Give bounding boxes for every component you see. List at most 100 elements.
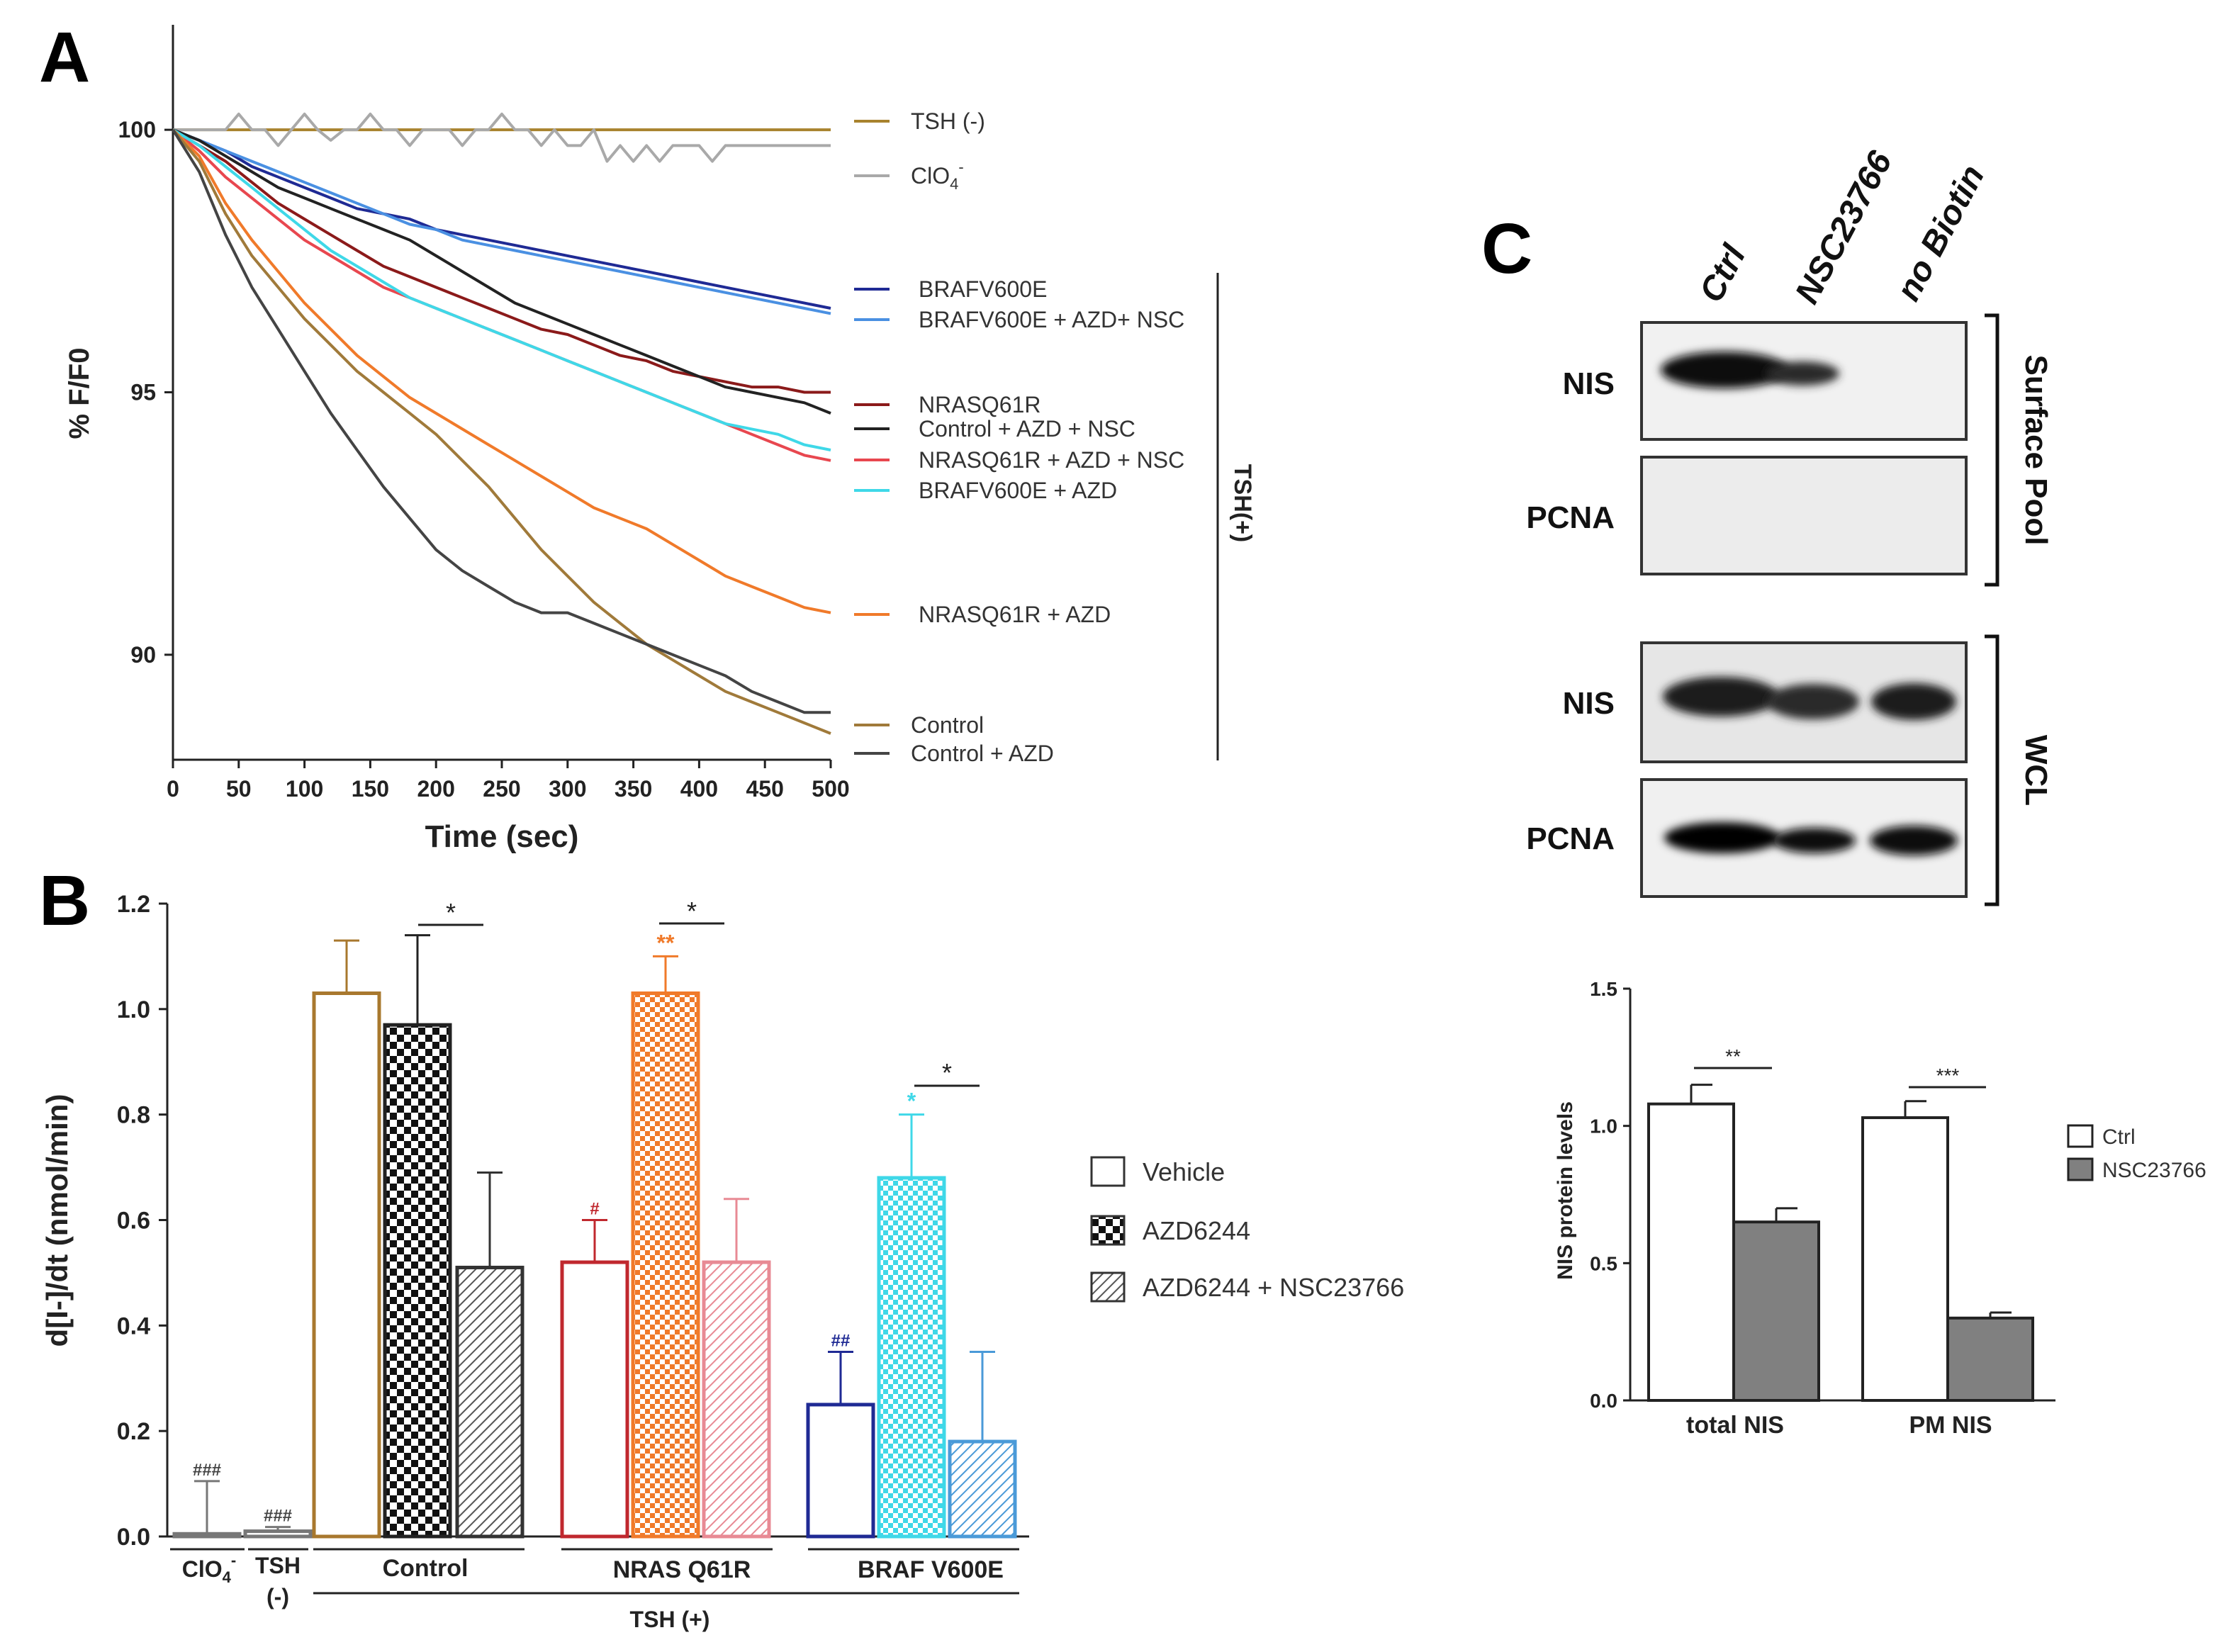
c-bar-1-0: [1861, 1116, 1949, 1402]
a-series-line-1: [173, 112, 831, 163]
b-sig-star-braf: *: [942, 1058, 952, 1087]
panel-c-western-blot: Ctrl NSC23766 no Biotin NIS PCNA NIS PCN…: [1526, 145, 2053, 906]
blot-row-label-nis-1: NIS: [1563, 366, 1615, 401]
b-y-tick-label: 0.6: [117, 1208, 150, 1235]
c-bar-0-0: [1647, 1102, 1735, 1403]
blot-box-surface-pcna: [1640, 456, 1968, 575]
a-x-tick-label: 250: [483, 776, 520, 802]
b-annotation-6: **: [657, 930, 675, 955]
a-series-line-4: [172, 128, 831, 394]
a-x-tick-label: 400: [680, 776, 718, 802]
panel-label-c: C: [1481, 209, 1532, 288]
c-y-axis-label: NIS protein levels: [1554, 1101, 1577, 1280]
a-legend-label-8: NRASQ61R + AZD: [919, 602, 1111, 627]
panel-a-line-chart: 0 50 100 150 200 250 300 350 400 450 500 90 95 100 TS…: [64, 25, 1256, 854]
panel-c-bar-chart: 0.0 0.5 1.0 1.5 NIS protein levels total NI…: [1554, 978, 2206, 1439]
b-label-nras: NRAS Q61R: [613, 1556, 751, 1583]
b-legend-label-azd-nsc: AZD6244 + NSC23766: [1143, 1273, 1404, 1302]
panel-label-a: A: [39, 18, 90, 97]
a-x-tick-label: 100: [286, 776, 323, 802]
c-y-tick-label: 0.0: [1590, 1390, 1617, 1412]
panel-b-bar-chart: 0.00.20.40.60.81.01.2 #######**##* d[I-]…: [40, 891, 1404, 1632]
c-y-tick-label: 0.5: [1590, 1252, 1617, 1274]
b-annotation-0: ###: [193, 1461, 221, 1480]
a-series-line-2: [172, 128, 831, 310]
b-y-tick-label: 0.2: [117, 1418, 150, 1445]
b-bar-3: [383, 1023, 452, 1539]
b-bar-1: [243, 1529, 313, 1539]
blot-band-wcl-nis-nsc: [1767, 684, 1859, 719]
c-legend-label-ctrl: Ctrl: [2102, 1125, 2136, 1149]
blot-row-label-nis-2: NIS: [1563, 686, 1615, 721]
c-bar-1-1: [1946, 1316, 2034, 1403]
blot-lane-ctrl: Ctrl: [1693, 238, 1754, 308]
b-label-tsh-pos: TSH (+): [630, 1607, 710, 1632]
b-bar-4: [455, 1265, 525, 1539]
b-label-clo4: ClO4-: [182, 1551, 236, 1586]
blot-lane-nsc: NSC23766: [1788, 145, 1900, 310]
b-y-tick-label: 1.0: [117, 996, 150, 1023]
b-legend-label-azd: AZD6244: [1143, 1216, 1250, 1245]
blot-band-wcl-nis-ctrl: [1663, 677, 1779, 717]
b-sig-star-nras: *: [687, 897, 697, 926]
a-legend-label-2: BRAFV600E: [919, 276, 1047, 302]
b-y-tick-label: 0.0: [117, 1524, 150, 1551]
b-annotation-1: ###: [264, 1507, 292, 1526]
c-legend-swatch-nsc: [2067, 1157, 2094, 1181]
c-cat-label-total: total NIS: [1686, 1412, 1784, 1439]
blot-bracket-wcl: [1985, 634, 1999, 906]
b-legend-label-vehicle: Vehicle: [1143, 1157, 1225, 1186]
blot-lane-nobiotin: no Biotin: [1890, 159, 1992, 307]
a-x-tick-label: 450: [746, 776, 784, 802]
a-x-tick-label: 200: [417, 776, 455, 802]
a-legend-label-10: Control + AZD: [911, 741, 1054, 766]
b-annotation-5: #: [590, 1200, 599, 1219]
a-series-line-10: [172, 129, 831, 714]
a-series-line-5: [172, 128, 831, 415]
blot-band-surface-nis-nsc: [1766, 361, 1839, 386]
a-legend-label-9: Control: [911, 712, 984, 738]
blot-row-label-pcna-1: PCNA: [1526, 500, 1615, 535]
blot-band-surface-nis-ctrl: [1661, 352, 1788, 388]
blot-row-label-pcna-2: PCNA: [1526, 821, 1615, 856]
a-x-tick-label: 50: [226, 776, 252, 802]
blot-group-label-surface: Surface Pool: [2019, 355, 2053, 546]
a-series-line-9: [172, 128, 831, 735]
blot-group-label-wcl: WCL: [2019, 735, 2053, 806]
b-legend-swatch-azd-nsc: [1090, 1271, 1126, 1303]
b-bar-9: [877, 1176, 946, 1539]
blot-band-wcl-pcna-ctrl: [1664, 822, 1780, 853]
a-x-tick-label: 300: [549, 776, 586, 802]
a-legend-label-1: ClO4-: [911, 158, 964, 193]
blot-band-wcl-pcna-nobiotin: [1870, 826, 1958, 855]
a-x-tick-label: 150: [352, 776, 389, 802]
c-sig-label-total: **: [1725, 1045, 1741, 1067]
a-x-tick-label: 350: [615, 776, 652, 802]
a-legend-label-7: BRAFV600E + AZD: [919, 478, 1117, 503]
c-cat-label-pm: PM NIS: [1909, 1412, 1992, 1439]
a-series-line-3: [172, 128, 831, 315]
b-annotation-8: ##: [831, 1332, 851, 1351]
b-label-tsh-neg-1: TSH: [255, 1553, 301, 1578]
c-y-tick-label: 1.0: [1590, 1116, 1617, 1137]
b-legend-swatch-azd: [1090, 1215, 1126, 1246]
b-bar-10: [948, 1439, 1017, 1539]
b-label-braf: BRAF V600E: [858, 1556, 1004, 1583]
c-legend-label-nsc: NSC23766: [2102, 1159, 2206, 1182]
a-series-line-8: [172, 128, 831, 614]
panel-label-b: B: [39, 861, 90, 940]
a-legend-label-6: NRASQ61R + AZD + NSC: [919, 447, 1184, 473]
b-bar-6: [631, 991, 700, 1539]
a-legend-label-3: BRAFV600E + AZD+ NSC: [919, 307, 1184, 332]
b-y-tick-label: 1.2: [117, 891, 150, 918]
a-y-tick-label: 90: [130, 642, 156, 668]
b-bar-7: [702, 1260, 771, 1539]
b-bar-5: [560, 1260, 629, 1539]
b-annotation-9: *: [907, 1089, 916, 1114]
a-legend-label-5: Control + AZD + NSC: [919, 416, 1135, 442]
a-y-axis-label: % F/F0: [64, 348, 95, 439]
a-x-tick-label: 500: [812, 776, 849, 802]
a-series-line-7: [172, 128, 831, 451]
b-y-tick-label: 0.4: [117, 1313, 150, 1339]
